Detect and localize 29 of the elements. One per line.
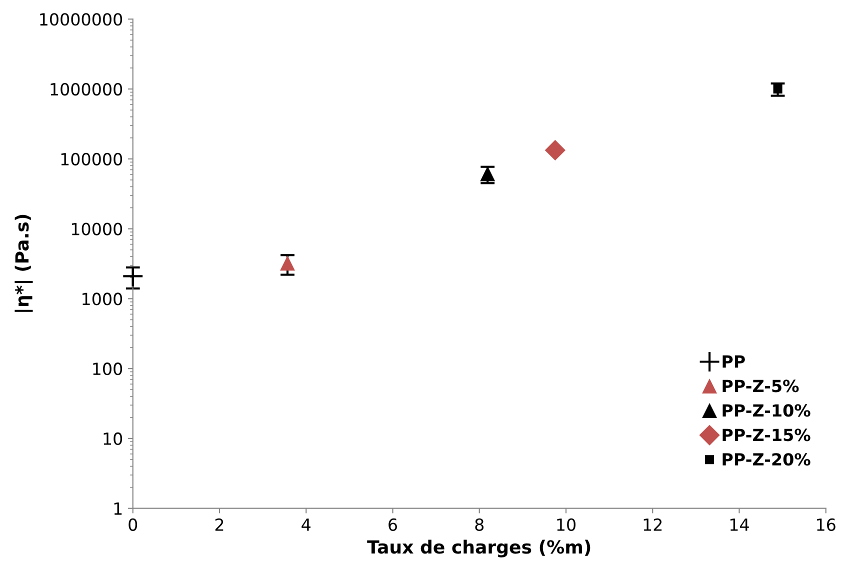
legend-label: PP-Z-10%: [722, 404, 810, 417]
y-tick-label: 10000000: [40, 13, 122, 26]
legend-label: PP-Z-15%: [722, 428, 810, 442]
y-tick-label: 10000: [72, 222, 122, 236]
x-tick-label: 0: [128, 518, 138, 531]
y-tick-label: 1: [114, 502, 122, 515]
y-tick-label: 10: [104, 432, 122, 446]
legend-label: PP-Z-20%: [722, 453, 810, 466]
point: [544, 140, 566, 160]
x-tick-label: 6: [388, 518, 397, 531]
y-tick-label: 100000: [61, 152, 122, 166]
point: [122, 265, 144, 287]
x-tick-label: 2: [215, 518, 224, 531]
x-tick-label: 8: [475, 518, 484, 531]
point: [280, 256, 295, 271]
x-tick-label: 16: [817, 518, 836, 531]
y-tick-label: 1000000: [50, 82, 122, 96]
y-tick-label: 100: [93, 362, 122, 376]
x-tick-label: 12: [644, 518, 662, 531]
y-axis-title: |η*| (Pa.s): [14, 214, 33, 312]
point: [480, 166, 495, 182]
point: [773, 84, 782, 94]
x-tick-label: 4: [302, 518, 310, 531]
legend-label: PP-Z-5%: [722, 380, 799, 392]
y-tick-label: 1000: [82, 292, 122, 306]
x-axis-title: Taux de charges (%m): [367, 540, 590, 558]
x-tick-label: 14: [730, 518, 749, 531]
x-tick-label: 10: [557, 518, 576, 531]
legend-label: PP: [722, 355, 745, 368]
